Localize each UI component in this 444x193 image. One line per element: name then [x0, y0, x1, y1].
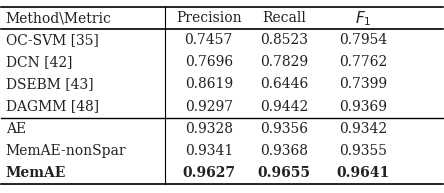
Text: 0.9369: 0.9369	[339, 100, 387, 114]
Text: MemAE: MemAE	[6, 166, 66, 180]
Text: 0.9356: 0.9356	[260, 122, 308, 136]
Text: 0.8619: 0.8619	[185, 78, 233, 91]
Text: OC-SVM [35]: OC-SVM [35]	[6, 33, 99, 47]
Text: AE: AE	[6, 122, 26, 136]
Text: 0.9655: 0.9655	[257, 166, 310, 180]
Text: Recall: Recall	[262, 11, 306, 25]
Text: 0.8523: 0.8523	[260, 33, 308, 47]
Text: Method\Metric: Method\Metric	[6, 11, 112, 25]
Text: 0.9341: 0.9341	[185, 144, 233, 158]
Text: DAGMM [48]: DAGMM [48]	[6, 100, 99, 114]
Text: 0.9368: 0.9368	[260, 144, 308, 158]
Text: MemAE-nonSpar: MemAE-nonSpar	[6, 144, 127, 158]
Text: 0.9328: 0.9328	[185, 122, 233, 136]
Text: 0.9342: 0.9342	[339, 122, 387, 136]
Text: $\mathit{F}_1$: $\mathit{F}_1$	[355, 9, 372, 27]
Text: 0.7399: 0.7399	[339, 78, 387, 91]
Text: 0.7457: 0.7457	[185, 33, 233, 47]
Text: 0.6446: 0.6446	[260, 78, 308, 91]
Text: DCN [42]: DCN [42]	[6, 55, 72, 69]
Text: 0.7762: 0.7762	[339, 55, 387, 69]
Text: 0.9297: 0.9297	[185, 100, 233, 114]
Text: 0.9355: 0.9355	[339, 144, 387, 158]
Text: 0.7829: 0.7829	[260, 55, 308, 69]
Text: 0.9627: 0.9627	[182, 166, 235, 180]
Text: 0.9442: 0.9442	[260, 100, 308, 114]
Text: 0.7696: 0.7696	[185, 55, 233, 69]
Text: DSEBM [43]: DSEBM [43]	[6, 78, 93, 91]
Text: Precision: Precision	[176, 11, 242, 25]
Text: 0.9641: 0.9641	[337, 166, 390, 180]
Text: 0.7954: 0.7954	[339, 33, 387, 47]
